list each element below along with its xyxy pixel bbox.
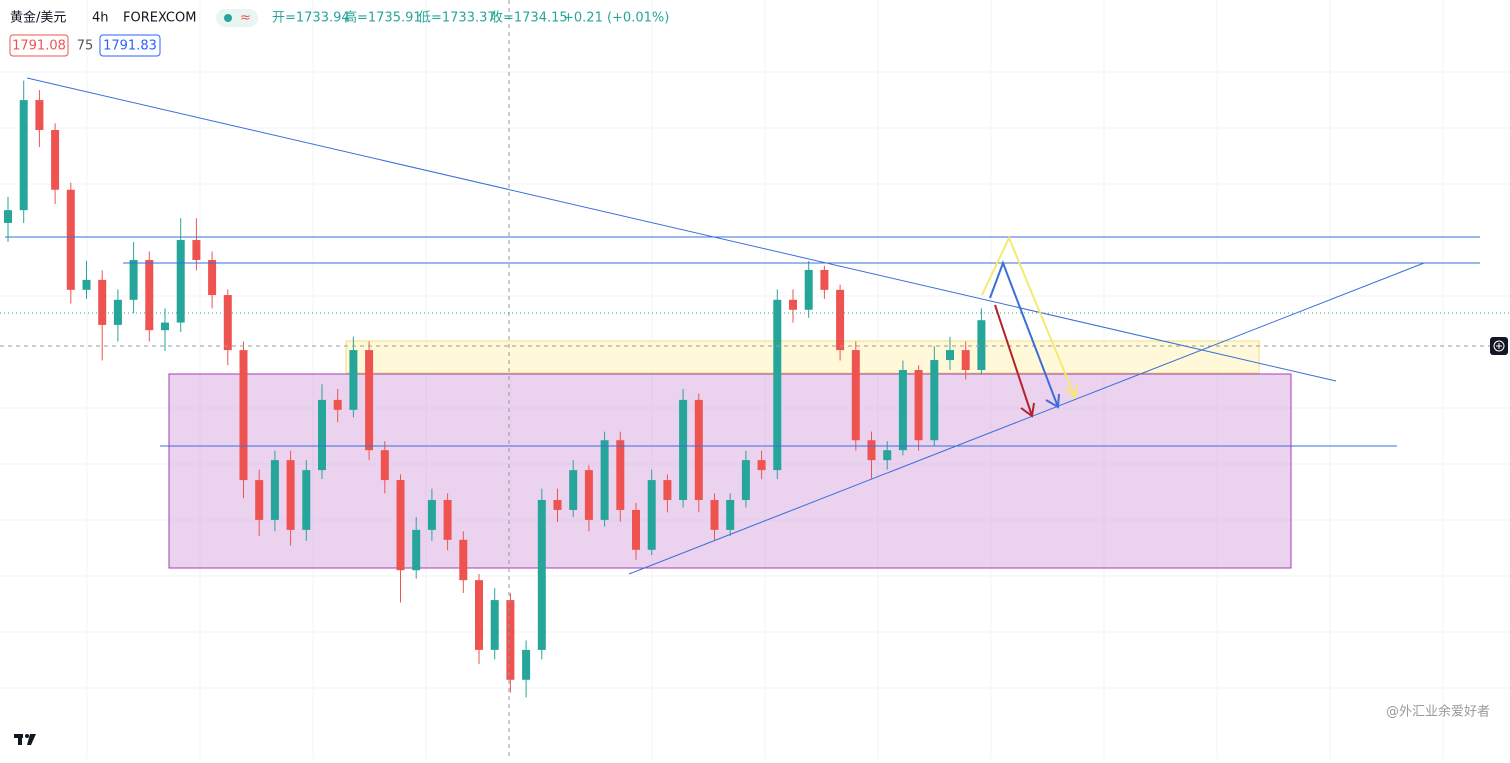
- candle-body: [145, 259, 154, 331]
- drawings: [5, 77, 1480, 575]
- candle-body: [161, 322, 169, 331]
- candle-body: [883, 450, 892, 461]
- candle-body: [302, 470, 311, 530]
- candle-body: [694, 399, 703, 500]
- ohlc-close: 收=1734.15: [490, 11, 568, 26]
- candle-body: [176, 240, 185, 323]
- candle-body: [318, 399, 326, 471]
- candle-body: [679, 399, 688, 500]
- candle-body: [584, 470, 593, 520]
- candle-body: [820, 269, 829, 290]
- symbol: 黄金/美元: [10, 10, 66, 26]
- sell-price: 1791.08: [12, 39, 66, 54]
- candle-body: [773, 299, 782, 471]
- candle-body: [459, 539, 468, 581]
- candle-body: [537, 499, 546, 650]
- header: 黄金/美元 4h FOREXCOM ≈ 开=1733.94 高=1735.91 …: [9, 9, 669, 57]
- candle-body: [223, 295, 232, 351]
- spread: 75: [77, 39, 94, 54]
- candle-body: [66, 189, 75, 290]
- candle-body: [946, 350, 954, 361]
- candle-body: [380, 450, 389, 481]
- candle-body: [333, 399, 342, 410]
- candle-body: [443, 499, 452, 540]
- ohlc-low: 低=1733.37: [418, 11, 496, 26]
- candle-body: [741, 460, 750, 500]
- candle-body: [757, 460, 766, 471]
- candle-body: [427, 499, 436, 530]
- candle-body: [663, 480, 672, 500]
- candle-body: [129, 259, 138, 300]
- candle-body: [836, 289, 845, 351]
- candle-body: [396, 480, 405, 571]
- candle-body: [113, 299, 122, 325]
- buy-button[interactable]: [99, 34, 161, 57]
- candle-body: [898, 370, 907, 451]
- candle-body: [98, 279, 107, 325]
- candle-body: [851, 350, 860, 441]
- candle-body: [475, 580, 483, 650]
- candle-body: [977, 320, 986, 371]
- candle-body: [239, 350, 248, 481]
- candle-body: [255, 480, 264, 520]
- candle-body: [789, 299, 797, 310]
- badge: ≈: [240, 11, 251, 26]
- candle-body: [600, 440, 609, 520]
- change: +0.21 (+0.01%): [563, 11, 669, 26]
- candle-body: [19, 100, 28, 211]
- candle-body: [270, 460, 279, 520]
- candles: [4, 80, 986, 698]
- exchange: FOREXCOM: [123, 11, 196, 26]
- candle-body: [710, 499, 719, 530]
- candle-body: [961, 350, 970, 371]
- candle-body: [506, 600, 515, 680]
- candle-body: [82, 279, 91, 290]
- status-dot: [224, 14, 232, 22]
- candle-body: [522, 649, 531, 680]
- candle-body: [51, 129, 60, 190]
- add-button[interactable]: [1490, 337, 1508, 355]
- candle-body: [365, 350, 374, 451]
- candle-body: [208, 259, 217, 296]
- candle-body: [632, 509, 640, 550]
- buy-price: 1791.83: [103, 39, 157, 54]
- candle-body: [4, 210, 12, 223]
- candle-body: [553, 499, 562, 510]
- candle-body: [930, 360, 939, 441]
- candle-body: [647, 480, 656, 550]
- tv-logo: [14, 734, 36, 745]
- candle-body: [726, 499, 735, 530]
- watermark: @外汇业余爱好者: [1386, 704, 1490, 720]
- interval: 4h: [92, 11, 109, 26]
- sell-button[interactable]: [9, 34, 69, 57]
- candle-body: [35, 100, 44, 130]
- status-pill[interactable]: [216, 9, 258, 27]
- candle-body: [192, 240, 201, 260]
- candle-body: [286, 460, 295, 530]
- ohlc-high: 高=1735.91: [344, 10, 422, 26]
- candle-body: [867, 440, 876, 461]
- candle-body: [914, 370, 923, 441]
- candle-body: [616, 440, 625, 510]
- candle-body: [569, 470, 578, 510]
- candle-body: [490, 600, 499, 650]
- candle-body: [804, 269, 813, 310]
- arrows: [981, 235, 1078, 418]
- ohlc-open: 开=1733.94: [272, 11, 350, 26]
- candle-body: [412, 529, 421, 571]
- candle-body: [349, 350, 358, 410]
